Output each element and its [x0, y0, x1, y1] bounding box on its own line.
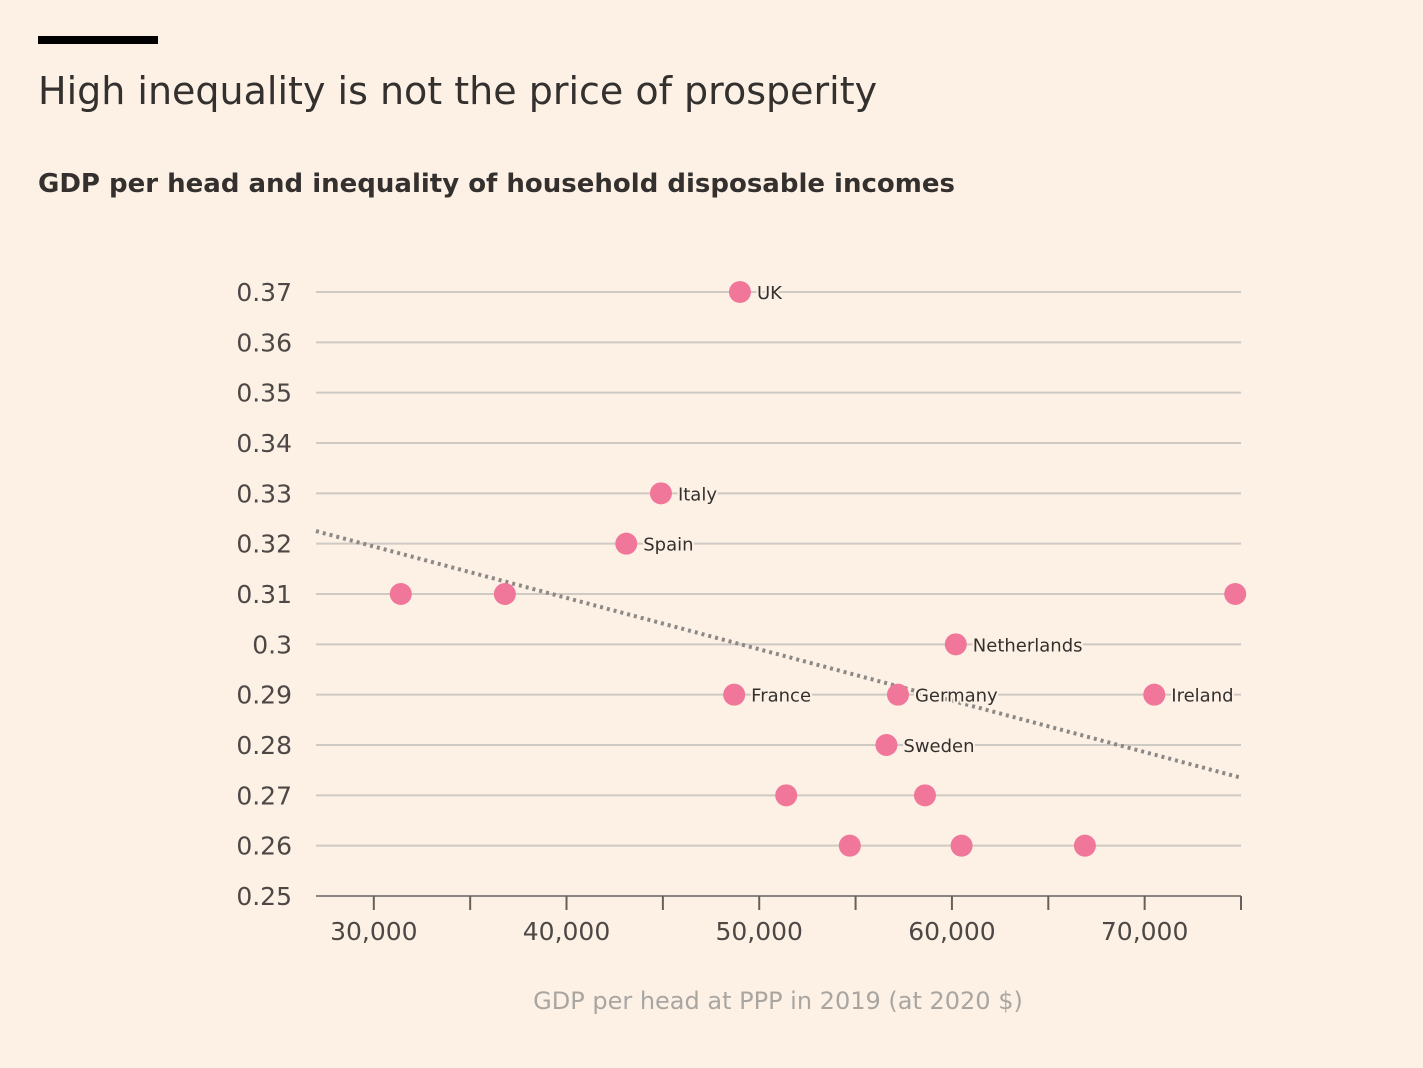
data-point	[875, 734, 898, 756]
trend-line-group	[315, 529, 1242, 780]
y-tick-label: 0.34	[236, 429, 292, 458]
data-point	[950, 834, 973, 857]
y-tick-label: 0.31	[236, 580, 292, 609]
y-tick-label: 0.37	[236, 278, 292, 307]
data-point	[775, 784, 798, 807]
point-label: Ireland	[1171, 686, 1233, 707]
data-point	[649, 482, 672, 505]
data-point	[389, 583, 412, 605]
point-label: Sweden	[903, 736, 974, 757]
data-point	[1143, 683, 1166, 706]
point-label: Germany	[915, 686, 998, 707]
y-tick-label: 0.27	[236, 781, 292, 810]
data-point	[1224, 583, 1247, 605]
chart-subtitle: GDP per head and inequality of household…	[38, 169, 955, 199]
chart-title: High inequality is not the price of pros…	[38, 69, 878, 113]
x-tick-label: 60,000	[908, 917, 995, 946]
x-tick-label: 70,000	[1101, 917, 1188, 946]
y-tick-label: 0.26	[236, 832, 292, 861]
data-point	[615, 532, 638, 555]
data-point	[838, 834, 861, 857]
y-tick-label: 0.25	[236, 882, 292, 911]
x-axis-title: GDP per head at PPP in 2019 (at 2020 $)	[533, 987, 1023, 1015]
y-tick-label: 0.29	[236, 681, 292, 710]
point-label: Spain	[643, 535, 693, 556]
data-point	[944, 633, 967, 656]
y-tick-label: 0.28	[236, 731, 292, 760]
y-tick-label: 0.3	[252, 630, 292, 659]
point-labels: UK Italy Spain Netherlands France Germany Irel…	[641, 281, 1235, 759]
y-tick-label: 0.36	[236, 328, 292, 357]
point-label: France	[751, 686, 811, 707]
data-point	[913, 784, 936, 807]
data-point	[728, 281, 751, 303]
grid-lines	[316, 291, 1241, 847]
axes: 0.25 0.26 0.27 0.28 0.29 0.3 0.31 0.32 0.33 0.34 0…	[236, 278, 1242, 946]
trend-line	[315, 529, 1242, 780]
x-tick-label: 30,000	[330, 917, 417, 946]
data-point	[1073, 834, 1096, 857]
data-point	[493, 583, 516, 605]
y-tick-label: 0.32	[236, 530, 292, 559]
point-label: Italy	[678, 484, 717, 505]
y-axis-title: Gini coefficient (0 = complete equality,…	[188, 244, 216, 984]
data-point	[723, 683, 746, 706]
x-tick-label: 40,000	[523, 917, 610, 946]
x-tick-label: 50,000	[715, 917, 802, 946]
y-tick-label: 0.35	[236, 379, 292, 408]
data-points	[389, 281, 1247, 857]
y-tick-label: 0.33	[236, 479, 292, 508]
point-label: Netherlands	[973, 635, 1083, 656]
top-rule	[38, 36, 158, 44]
data-point	[886, 683, 909, 706]
point-label: UK	[757, 283, 783, 304]
